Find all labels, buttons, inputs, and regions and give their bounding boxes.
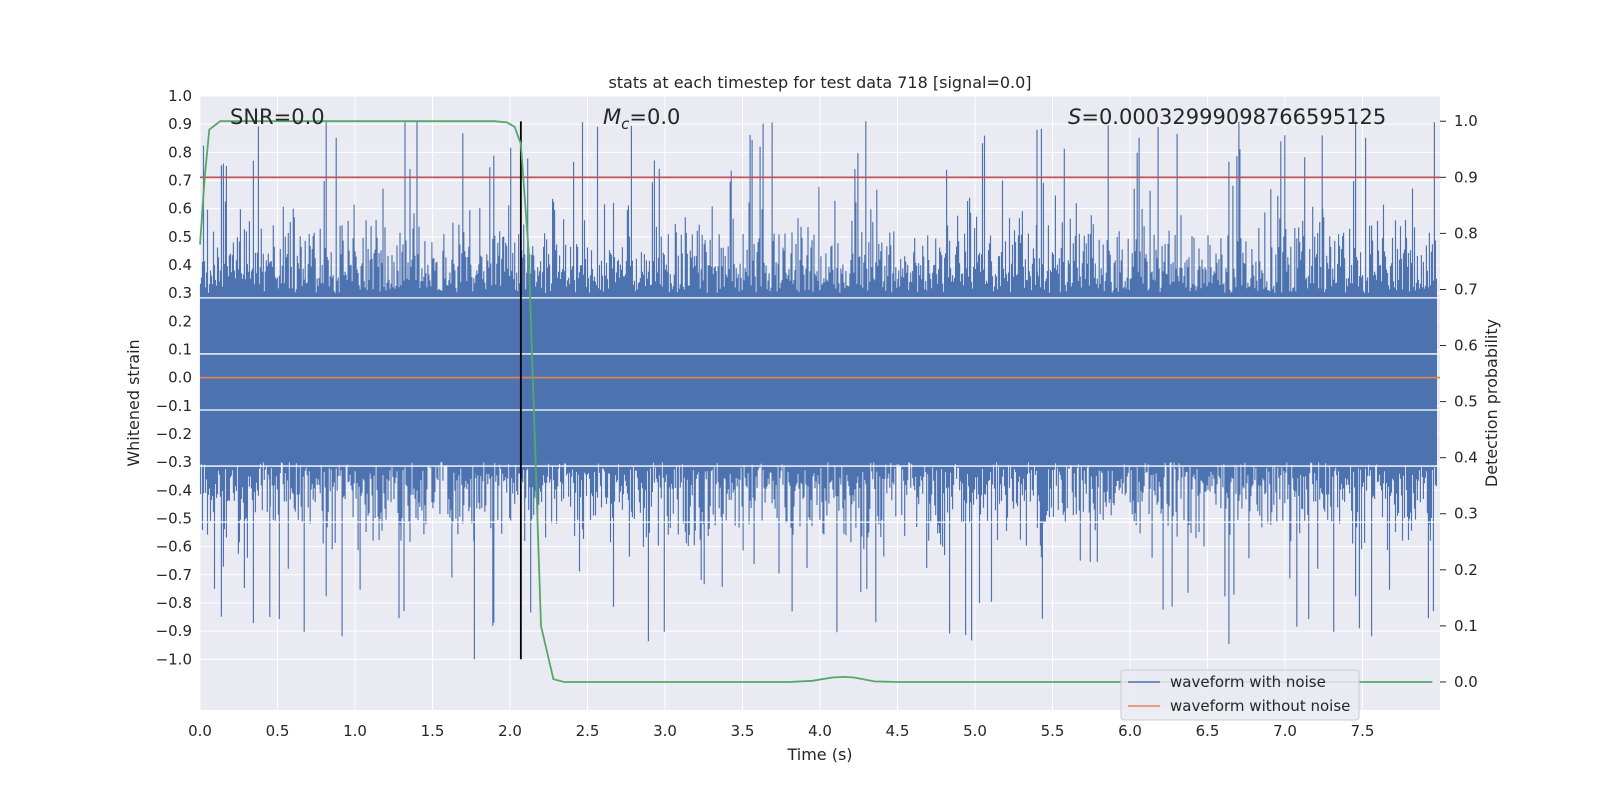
x-tick-label: 5.0	[963, 722, 987, 740]
x-tick-label: 4.0	[808, 722, 832, 740]
s-value: =0.00032999098766595125	[1081, 105, 1386, 129]
y-right-tick-label: 1.0	[1454, 112, 1478, 130]
y-right-tick-label: 0.5	[1454, 393, 1478, 411]
y-right-tick-label: 0.6	[1454, 337, 1478, 355]
chart-title: stats at each timestep for test data 718…	[608, 73, 1031, 92]
y-tick-label: −0.1	[156, 397, 192, 415]
y-tick-label: −0.3	[156, 453, 192, 471]
x-tick-label: 4.5	[886, 722, 910, 740]
y-tick-label: 0.5	[168, 228, 192, 246]
x-tick-label: 2.0	[498, 722, 522, 740]
y-tick-label: −0.5	[156, 509, 192, 527]
legend: waveform with noise waveform without noi…	[1120, 669, 1360, 721]
y-tick-label: −0.4	[156, 481, 192, 499]
x-tick-label: 2.5	[576, 722, 600, 740]
mc-symbol: M	[603, 105, 621, 129]
x-tick-label: 7.5	[1351, 722, 1375, 740]
snr-annotation: SNR=0.0	[230, 105, 325, 129]
y-right-tick-label: 0.8	[1454, 224, 1478, 242]
x-tick-label: 6.0	[1118, 722, 1142, 740]
y-tick-label: 0.9	[168, 115, 192, 133]
tick-labels: 1.0 0.9 0.8 0.7 0.6 0.5 0.4 0.3 0.2 0.1 0.0 −0.1 −0.…	[156, 87, 1478, 740]
y-tick-label: 0.3	[168, 284, 192, 302]
x-tick-label: 0.5	[266, 722, 290, 740]
y-tick-label: −1.0	[156, 650, 192, 668]
legend-label-clean: waveform without noise	[1170, 697, 1350, 715]
y-tick-label: 0.0	[168, 369, 192, 387]
y-tick-label: 0.2	[168, 312, 192, 330]
y-right-tick-label: 0.3	[1454, 505, 1478, 523]
y-right-tick-label: 0.0	[1454, 673, 1478, 691]
mc-subscript: c	[621, 115, 630, 133]
x-tick-label: 6.5	[1196, 722, 1220, 740]
series-lines	[199, 120, 1440, 683]
x-tick-label: 3.0	[653, 722, 677, 740]
y-tick-label: −0.2	[156, 425, 192, 443]
x-tick-label: 5.5	[1041, 722, 1065, 740]
y-tick-label: −0.6	[156, 538, 192, 556]
y-tick-label: 0.1	[168, 340, 192, 358]
y-right-tick-label: 0.9	[1454, 168, 1478, 186]
x-axis-label: Time (s)	[786, 745, 852, 764]
y-tick-label: 0.4	[168, 256, 192, 274]
x-tick-label: 3.5	[731, 722, 755, 740]
y-axis-right-label: Detection probability	[1482, 319, 1501, 487]
y-right-tick-label: 0.7	[1454, 280, 1478, 298]
y-axis-label: Whitened strain	[124, 339, 143, 466]
y-right-tick-label: 0.2	[1454, 561, 1478, 579]
s-annotation: S=0.00032999098766595125	[1068, 105, 1386, 129]
legend-label-noise: waveform with noise	[1170, 673, 1326, 691]
y-tick-label: 0.8	[168, 143, 192, 161]
y-tick-label: 1.0	[168, 87, 192, 105]
s-symbol: S	[1068, 105, 1081, 129]
mc-annotation: Mc=0.0	[603, 105, 680, 133]
y-tick-label: −0.8	[156, 594, 192, 612]
mc-value: =0.0	[629, 105, 680, 129]
y-right-tick-label: 0.4	[1454, 449, 1478, 467]
detection-probability-line	[199, 120, 1433, 683]
y-tick-label: 0.6	[168, 200, 192, 218]
x-tick-label: 7.0	[1273, 722, 1297, 740]
y-tick-label: −0.9	[156, 622, 192, 640]
x-tick-label: 0.0	[188, 722, 212, 740]
y-tick-label: −0.7	[156, 566, 192, 584]
legend-box	[1120, 669, 1360, 721]
x-tick-label: 1.0	[343, 722, 367, 740]
x-tick-label: 1.5	[421, 722, 445, 740]
y-right-tick-label: 0.1	[1454, 617, 1478, 635]
y-tick-label: 0.7	[168, 171, 192, 189]
